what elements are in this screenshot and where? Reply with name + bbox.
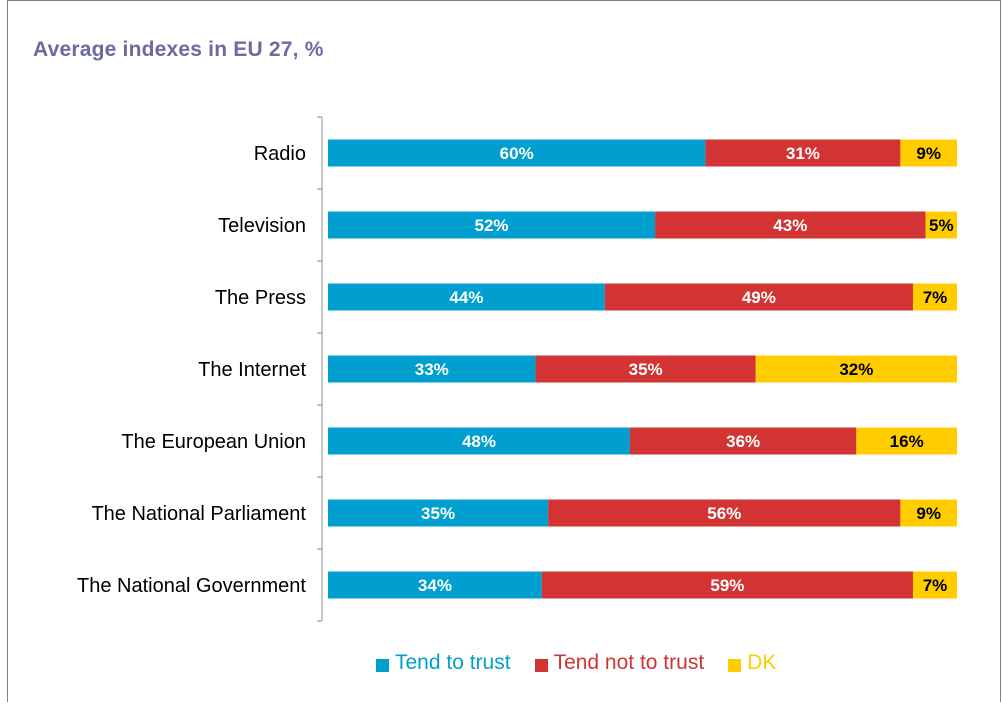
data-label-not-trust: 35% — [629, 360, 663, 379]
bar-segment-trust — [328, 427, 630, 455]
data-label-dk: 9% — [916, 144, 941, 163]
chart-frame — [7, 0, 1001, 702]
data-label-dk: 16% — [890, 432, 924, 451]
bar-segment-not-trust — [548, 499, 901, 527]
data-label-not-trust: 31% — [786, 144, 820, 163]
data-label-not-trust: 36% — [726, 432, 760, 451]
bar-segment-trust — [328, 139, 706, 167]
legend-label-trust: Tend to trust — [395, 651, 511, 674]
bar-segment-dk — [856, 427, 957, 455]
category-label: The Internet — [198, 359, 306, 381]
bar-segment-dk — [755, 355, 957, 383]
data-label-dk: 9% — [916, 504, 941, 523]
data-label-dk: 7% — [923, 576, 948, 595]
bar-segment-not-trust — [655, 211, 926, 239]
bar-segment-dk — [912, 571, 957, 599]
bar-segment-not-trust — [629, 427, 857, 455]
data-label-not-trust: 59% — [710, 576, 744, 595]
legend-item-trust: Tend to trust — [376, 651, 511, 675]
data-label-trust: 52% — [475, 216, 509, 235]
data-label-dk: 32% — [839, 360, 873, 379]
data-label-not-trust: 43% — [773, 216, 807, 235]
category-label: The European Union — [121, 431, 306, 453]
category-label: The National Government — [77, 575, 306, 597]
data-label-trust: 60% — [500, 144, 534, 163]
data-label-not-trust: 49% — [742, 288, 776, 307]
data-label-trust: 34% — [418, 576, 452, 595]
legend-label-dk: DK — [747, 651, 777, 674]
data-label-trust: 44% — [449, 288, 483, 307]
chart-legend: Tend to trust Tend not to trust DK — [376, 650, 800, 676]
bar-segment-trust — [328, 355, 536, 383]
category-label: The Press — [215, 287, 306, 309]
bar-segment-not-trust — [541, 571, 913, 599]
legend-item-not-trust: Tend not to trust — [534, 651, 705, 675]
category-label: The National Parliament — [91, 503, 306, 525]
bar-segment-trust — [328, 571, 542, 599]
bar-segment-trust — [328, 211, 656, 239]
chart-title: Average indexes in EU 27, % — [33, 38, 324, 61]
data-label-not-trust: 56% — [707, 504, 741, 523]
bar-segment-trust — [328, 283, 605, 311]
bar-segment-dk — [925, 211, 957, 239]
legend-item-dk: DK — [728, 651, 776, 675]
bar-segment-trust — [328, 499, 549, 527]
bar-segment-not-trust — [705, 139, 901, 167]
bar-segment-not-trust — [604, 283, 913, 311]
legend-swatch-dk — [728, 659, 742, 672]
data-label-trust: 35% — [421, 504, 455, 523]
legend-label-not-trust: Tend not to trust — [553, 651, 705, 674]
data-label-trust: 48% — [462, 432, 496, 451]
data-label-dk: 5% — [929, 216, 954, 235]
bar-segment-dk — [900, 499, 957, 527]
data-label-trust: 33% — [415, 360, 449, 379]
category-label: Television — [218, 215, 306, 237]
legend-swatch-not-trust — [534, 659, 548, 672]
legend-swatch-trust — [376, 659, 389, 672]
category-label: Radio — [254, 143, 306, 165]
bar-segment-not-trust — [535, 355, 756, 383]
bar-segment-dk — [912, 283, 957, 311]
bar-segment-dk — [900, 139, 957, 167]
data-label-dk: 7% — [923, 288, 948, 307]
